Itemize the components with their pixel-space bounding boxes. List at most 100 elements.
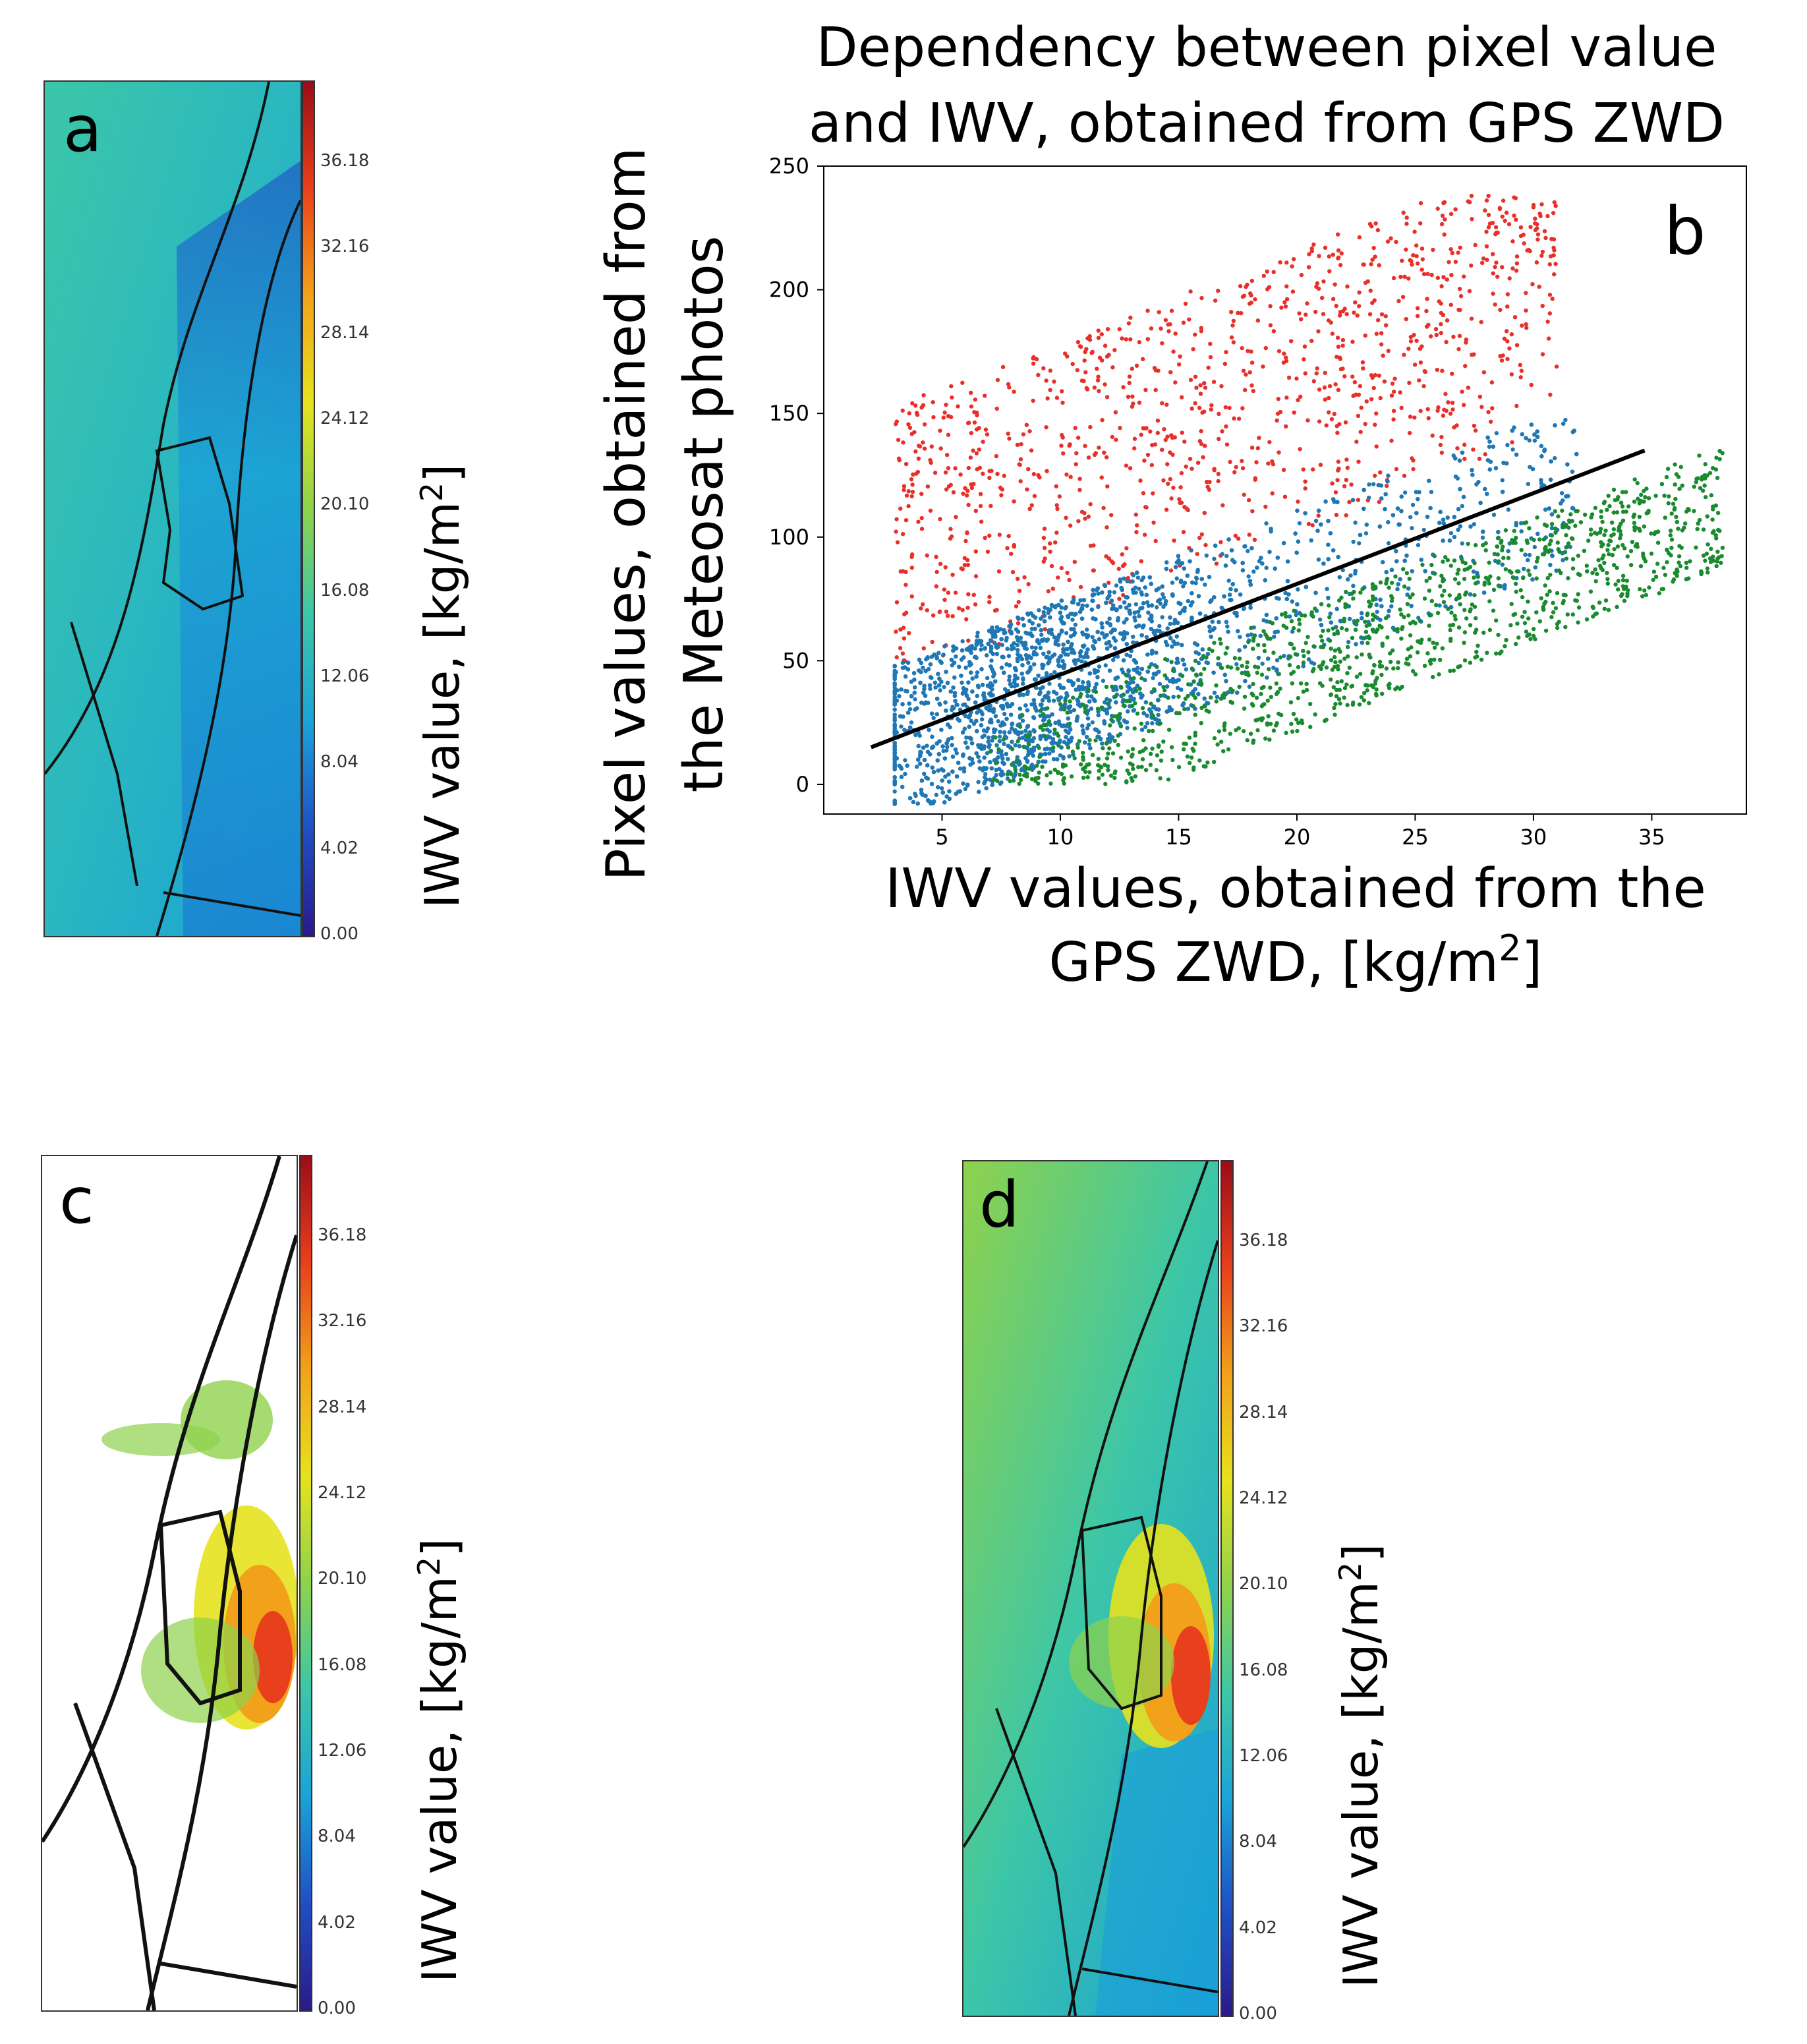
scatter-point: [919, 750, 923, 755]
scatter-point: [929, 782, 934, 786]
scatter-point: [916, 456, 921, 461]
scatter-point: [1203, 542, 1208, 548]
scatter-point: [931, 769, 936, 774]
scatter-point: [1530, 577, 1535, 582]
scatter-point: [1143, 585, 1147, 590]
scatter-point: [1228, 310, 1234, 314]
scatter-point: [1284, 284, 1289, 289]
scatter-point: [1128, 315, 1133, 320]
scatter-point: [1453, 260, 1458, 264]
scatter-point: [963, 786, 968, 792]
scatter-point: [1081, 598, 1087, 602]
scatter-point: [1439, 310, 1444, 316]
scatter-point: [1114, 583, 1119, 588]
scatter-point: [996, 645, 1000, 649]
scatter-point: [1229, 597, 1234, 602]
scatter-point: [1457, 458, 1462, 463]
scatter-point: [1360, 616, 1364, 621]
scatter-point: [1396, 299, 1401, 304]
scatter-point: [1326, 557, 1331, 562]
scatter-point: [1051, 689, 1056, 694]
scatter-point: [973, 700, 978, 705]
scatter-point: [1410, 262, 1414, 267]
scatter-point: [1006, 688, 1011, 693]
scatter-point: [1425, 297, 1429, 301]
scatter-point: [1293, 531, 1298, 536]
scatter-point: [994, 767, 998, 773]
scatter-point: [975, 413, 979, 418]
scatter-point: [906, 422, 911, 426]
scatter-point: [1447, 538, 1452, 543]
scatter-point: [1197, 405, 1202, 411]
scatter-point: [1224, 442, 1230, 447]
scatter-point: [1346, 577, 1350, 582]
scatter-point: [1493, 264, 1497, 270]
scatter-point: [1471, 569, 1476, 574]
scatter-point: [1271, 462, 1276, 467]
scatter-point: [1486, 409, 1491, 415]
scatter-point: [1153, 632, 1157, 637]
scatter-point: [1117, 327, 1122, 332]
scatter-point: [897, 694, 902, 699]
scatter-point: [955, 703, 960, 707]
scatter-point: [912, 677, 917, 682]
scatter-point: [1156, 599, 1161, 604]
scatter-point: [998, 781, 1003, 786]
scatter-point: [974, 451, 979, 455]
scatter-point: [1054, 503, 1059, 508]
scatter-point: [1453, 456, 1458, 461]
scatter-point: [969, 644, 974, 649]
scatter-point: [1264, 619, 1269, 624]
scatter-point: [1009, 631, 1014, 636]
scatter-point: [1224, 349, 1228, 355]
scatter-point: [1253, 476, 1258, 481]
scatter-point: [1519, 368, 1524, 373]
scatter-point: [1033, 645, 1038, 651]
scatter-point: [900, 784, 905, 790]
scatter-point: [1434, 332, 1439, 337]
scatter-point: [967, 660, 972, 664]
scatter-point: [915, 706, 919, 711]
x-axis-label-end: ]: [1522, 931, 1543, 994]
scatter-point: [1271, 665, 1276, 670]
scatter-point: [950, 614, 955, 619]
scatter-point: [1038, 734, 1043, 739]
scatter-point: [1077, 477, 1082, 481]
scatter-point: [1039, 628, 1044, 633]
scatter-point: [1187, 317, 1191, 322]
scatter-point: [1091, 697, 1097, 702]
scatter-point: [1142, 533, 1147, 537]
scatter-point: [1381, 560, 1385, 565]
scatter-point: [1408, 334, 1414, 339]
scatter-point: [1349, 482, 1354, 487]
scatter-point: [1169, 433, 1174, 438]
scatter-point: [950, 572, 955, 577]
scatter-point: [1373, 221, 1378, 226]
scatter-point: [1173, 380, 1178, 385]
scatter-point: [1029, 503, 1034, 508]
scatter-point: [954, 654, 958, 659]
scatter-point: [1074, 687, 1079, 692]
scatter-point: [1548, 562, 1553, 568]
scatter-point: [1462, 442, 1467, 447]
scatter-point: [1010, 569, 1016, 575]
scatter-point: [1486, 193, 1491, 198]
scatter-point: [949, 534, 954, 539]
scatter-point: [1377, 500, 1382, 504]
scatter-point: [900, 715, 905, 719]
scatter-point: [1545, 214, 1550, 219]
scatter-point: [1019, 671, 1024, 676]
scatter-point: [964, 647, 969, 652]
scatter-point: [1066, 730, 1071, 735]
scatter-point: [965, 782, 970, 787]
scatter-point: [1502, 586, 1507, 591]
scatter-point: [1437, 520, 1442, 525]
scatter-point: [1031, 398, 1035, 403]
scatter-point: [1252, 537, 1257, 542]
scatter-point: [1046, 589, 1051, 594]
scatter-point: [1325, 587, 1329, 591]
scatter-point: [1357, 541, 1362, 546]
scatter-point: [1166, 322, 1170, 327]
scatter-point: [1041, 610, 1046, 614]
scatter-point: [935, 785, 940, 790]
